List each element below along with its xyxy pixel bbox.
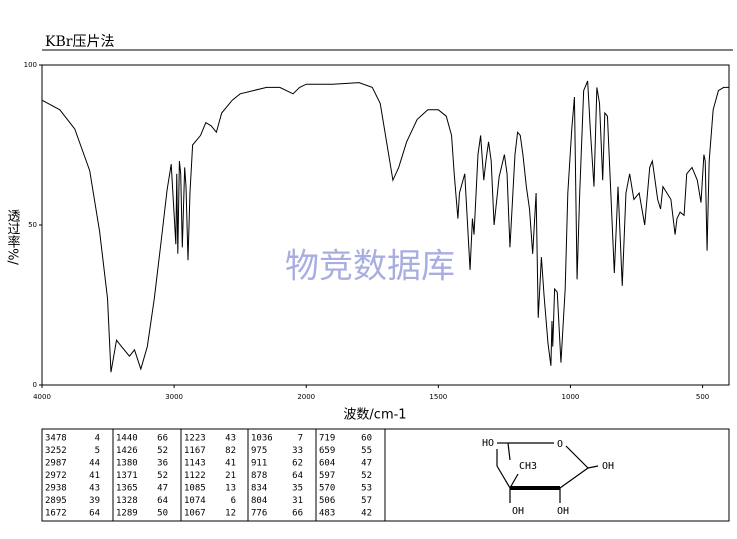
- table-cell: 1371: [116, 471, 138, 481]
- table-cell: 4: [95, 434, 100, 444]
- table-cell: 597: [319, 471, 335, 481]
- table-cell: 53: [361, 484, 372, 494]
- table-cell: 1328: [116, 496, 138, 506]
- table-cell: 13: [225, 484, 236, 494]
- table-cell: 47: [361, 459, 372, 469]
- table-cell: 1672: [45, 509, 67, 519]
- table-cell: 570: [319, 484, 335, 494]
- y-tick-label: 50: [28, 221, 37, 229]
- table-cell: 43: [225, 434, 236, 444]
- table-cell: 52: [361, 471, 372, 481]
- table-cell: 35: [292, 484, 303, 494]
- table-cell: 1067: [184, 509, 206, 519]
- table-cell: 44: [89, 459, 100, 469]
- table-cell: 878: [251, 471, 267, 481]
- table-cell: 3252: [45, 446, 67, 456]
- table-cell: 1036: [251, 434, 273, 444]
- x-tick-label: 1500: [429, 393, 447, 401]
- table-cell: 1289: [116, 509, 138, 519]
- table-cell: 43: [89, 484, 100, 494]
- table-cell: 1143: [184, 459, 206, 469]
- x-tick-label: 4000: [33, 393, 51, 401]
- table-cell: 1074: [184, 496, 206, 506]
- table-cell: 6: [231, 496, 236, 506]
- x-tick-label: 500: [696, 393, 709, 401]
- y-tick-label: 100: [24, 61, 37, 69]
- table-cell: 1085: [184, 484, 206, 494]
- plot-frame: [41, 64, 730, 386]
- chart-title: KBr压片法: [45, 34, 114, 50]
- table-cell: 31: [292, 496, 303, 506]
- structure-label: CH3: [519, 461, 537, 472]
- table-cell: 12: [225, 509, 236, 519]
- table-cell: 719: [319, 434, 335, 444]
- table-cell: 1440: [116, 434, 138, 444]
- spectrum-line: [41, 80, 729, 373]
- table-cell: 2938: [45, 484, 67, 494]
- table-dividers: [112, 429, 386, 521]
- structure-label: OH: [602, 461, 614, 472]
- table-cell: 506: [319, 496, 335, 506]
- table-cell: 66: [292, 509, 303, 519]
- table-cell: 2895: [45, 496, 67, 506]
- table-cell: 60: [361, 434, 372, 444]
- table-cell: 47: [157, 484, 168, 494]
- x-tick-label: 2000: [297, 393, 315, 401]
- table-cell: 1122: [184, 471, 206, 481]
- table-cell: 483: [319, 509, 335, 519]
- y-tick-label: 0: [33, 381, 37, 389]
- structure-bonds: [496, 442, 599, 503]
- table-cell: 64: [157, 496, 168, 506]
- x-tick-label: 3000: [165, 393, 183, 401]
- table-cell: 604: [319, 459, 335, 469]
- table-cell: 1223: [184, 434, 206, 444]
- watermark: 物竞数据库: [285, 247, 455, 287]
- table-cell: 41: [89, 471, 100, 481]
- table-cell: 57: [361, 496, 372, 506]
- table-cell: 911: [251, 459, 267, 469]
- x-tick-label: 1000: [562, 393, 580, 401]
- table-cell: 42: [361, 509, 372, 519]
- table-cell: 1380: [116, 459, 138, 469]
- table-cell: 50: [157, 509, 168, 519]
- table-cell: 7: [298, 434, 303, 444]
- table-cell: 55: [361, 446, 372, 456]
- table-cell: 64: [292, 471, 303, 481]
- table-cell: 1365: [116, 484, 138, 494]
- table-cell: 1426: [116, 446, 138, 456]
- table-cell: 975: [251, 446, 267, 456]
- structure-label: O: [557, 439, 563, 450]
- table-cell: 62: [292, 459, 303, 469]
- table-cell: 3478: [45, 434, 67, 444]
- x-axis-label: 波数/cm-1: [343, 408, 406, 423]
- table-cell: 64: [89, 509, 100, 519]
- table-cell: 2972: [45, 471, 67, 481]
- table-cell: 2987: [45, 459, 67, 469]
- table-cell: 39: [89, 496, 100, 506]
- structure-label: OH: [557, 506, 569, 517]
- table-cell: 33: [292, 446, 303, 456]
- table-cell: 82: [225, 446, 236, 456]
- structure-label: HO: [482, 438, 494, 449]
- table-cell: 52: [157, 446, 168, 456]
- table-cell: 36: [157, 459, 168, 469]
- table-cell: 52: [157, 471, 168, 481]
- table-cell: 776: [251, 509, 267, 519]
- table-cell: 1167: [184, 446, 206, 456]
- table-cell: 66: [157, 434, 168, 444]
- structure-label: OH: [512, 506, 524, 517]
- table-cell: 41: [225, 459, 236, 469]
- y-axis-label: 透过率%/: [5, 209, 21, 265]
- table-cell: 834: [251, 484, 267, 494]
- table-cell: 804: [251, 496, 267, 506]
- table-cell: 659: [319, 446, 335, 456]
- table-cell: 21: [225, 471, 236, 481]
- table-cell: 5: [95, 446, 100, 456]
